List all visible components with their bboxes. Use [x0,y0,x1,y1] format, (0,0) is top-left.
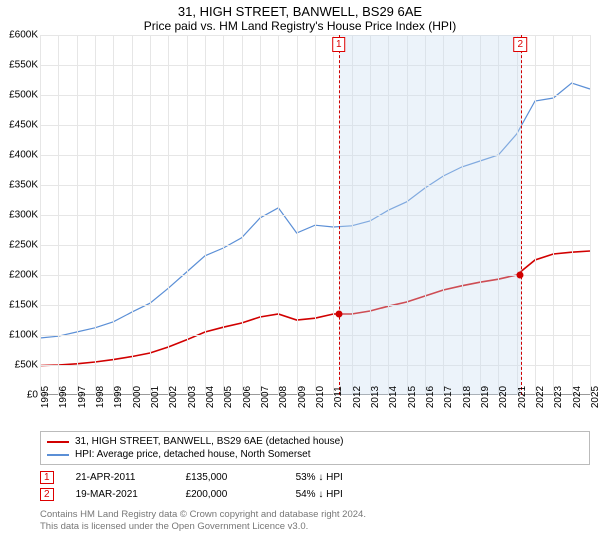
x-tick-label: 2013 [370,386,381,408]
legend-label: 31, HIGH STREET, BANWELL, BS29 6AE (deta… [75,436,343,447]
y-tick-label: £450K [9,120,38,131]
x-tick-label: 2004 [205,386,216,408]
x-tick-label: 2005 [223,386,234,408]
marker-flag: 1 [332,37,346,52]
x-tick-label: 1998 [95,386,106,408]
gridline-vertical [58,35,59,395]
y-tick-label: £150K [9,300,38,311]
plot-surface: 12 [40,35,590,395]
x-tick-label: 2017 [443,386,454,408]
marker-point [517,272,524,279]
x-tick-label: 1999 [113,386,124,408]
marker-flag: 2 [514,37,528,52]
marker-number-box: 2 [40,488,54,501]
gridline-vertical [535,35,536,395]
legend-row: 31, HIGH STREET, BANWELL, BS29 6AE (deta… [47,435,583,448]
gridline-vertical [297,35,298,395]
x-tick-label: 2012 [352,386,363,408]
x-tick-label: 1995 [40,386,51,408]
x-tick-label: 2014 [388,386,399,408]
gridline-vertical [95,35,96,395]
gridline-vertical [113,35,114,395]
marker-point [335,311,342,318]
y-tick-label: £350K [9,180,38,191]
marker-pct: 54% ↓ HPI [296,489,384,500]
gridline-vertical [590,35,591,395]
y-tick-label: £50K [15,360,38,371]
gridline-vertical [333,35,334,395]
gridline-vertical [242,35,243,395]
chart-plot-area: £0£50K£100K£150K£200K£250K£300K£350K£400… [40,35,590,395]
x-tick-label: 2011 [333,386,344,408]
y-tick-label: £100K [9,330,38,341]
highlight-band [339,35,523,395]
chart-subtitle: Price paid vs. HM Land Registry's House … [0,19,600,35]
x-tick-label: 2006 [242,386,253,408]
x-tick-label: 2024 [572,386,583,408]
gridline-vertical [205,35,206,395]
gridline-vertical [553,35,554,395]
x-tick-label: 2016 [425,386,436,408]
attribution-line2: This data is licensed under the Open Gov… [40,521,590,533]
gridline-vertical [278,35,279,395]
legend-label: HPI: Average price, detached house, Nort… [75,449,311,460]
gridline-vertical [315,35,316,395]
x-axis: 1995199619971998199920002001200220032004… [40,395,590,429]
marker-pct: 53% ↓ HPI [296,472,384,483]
x-tick-label: 2015 [407,386,418,408]
attribution: Contains HM Land Registry data © Crown c… [40,509,590,533]
legend-row: HPI: Average price, detached house, Nort… [47,448,583,461]
legend: 31, HIGH STREET, BANWELL, BS29 6AE (deta… [40,431,590,465]
x-tick-label: 2021 [517,386,528,408]
marker-date: 19-MAR-2021 [76,489,164,500]
x-tick-label: 2023 [553,386,564,408]
gridline-vertical [150,35,151,395]
gridline-vertical [260,35,261,395]
gridline-vertical [187,35,188,395]
x-tick-label: 2010 [315,386,326,408]
marker-number-box: 1 [40,471,54,484]
marker-table-row: 2 19-MAR-2021 £200,000 54% ↓ HPI [40,486,590,503]
y-tick-label: £500K [9,90,38,101]
x-tick-label: 2020 [498,386,509,408]
x-tick-label: 1996 [58,386,69,408]
gridline-vertical [77,35,78,395]
x-tick-label: 2022 [535,386,546,408]
y-tick-label: £400K [9,150,38,161]
y-tick-label: £550K [9,60,38,71]
y-tick-label: £300K [9,210,38,221]
x-tick-label: 1997 [77,386,88,408]
x-tick-label: 2003 [187,386,198,408]
legend-swatch [47,441,69,443]
marker-table-row: 1 21-APR-2011 £135,000 53% ↓ HPI [40,469,590,486]
gridline-vertical [40,35,41,395]
marker-price: £135,000 [186,472,274,483]
chart-title: 31, HIGH STREET, BANWELL, BS29 6AE [0,0,600,19]
x-tick-label: 2000 [132,386,143,408]
gridline-vertical [168,35,169,395]
x-tick-label: 2002 [168,386,179,408]
marker-table: 1 21-APR-2011 £135,000 53% ↓ HPI 2 19-MAR-202… [40,469,590,503]
y-tick-label: £600K [9,30,38,41]
x-tick-label: 2019 [480,386,491,408]
marker-date: 21-APR-2011 [76,472,164,483]
marker-price: £200,000 [186,489,274,500]
x-tick-label: 2008 [278,386,289,408]
gridline-vertical [132,35,133,395]
x-tick-label: 2009 [297,386,308,408]
legend-swatch [47,454,69,456]
y-tick-label: £250K [9,240,38,251]
x-tick-label: 2001 [150,386,161,408]
y-axis: £0£50K£100K£150K£200K£250K£300K£350K£400… [2,35,38,395]
gridline-vertical [572,35,573,395]
y-tick-label: £0 [27,390,38,401]
x-tick-label: 2007 [260,386,271,408]
x-tick-label: 2025 [590,386,600,408]
attribution-line1: Contains HM Land Registry data © Crown c… [40,509,590,521]
gridline-vertical [223,35,224,395]
x-tick-label: 2018 [462,386,473,408]
y-tick-label: £200K [9,270,38,281]
